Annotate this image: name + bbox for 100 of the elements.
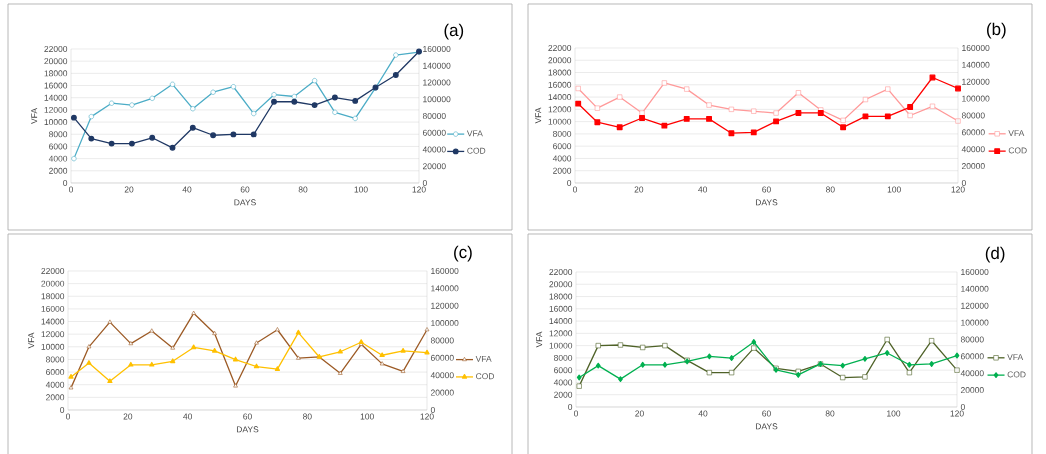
y-tick-label: 14000: [41, 318, 65, 325]
y2-tick-label: 0: [961, 179, 966, 186]
y2-tick-label: 100000: [961, 319, 989, 326]
y-tick-label: 16000: [41, 305, 65, 312]
y2-tick-label: 40000: [430, 372, 454, 379]
y-tick-label: 12000: [44, 106, 68, 113]
y2-tick-label: 100000: [962, 95, 990, 102]
text: (c): [454, 245, 472, 262]
y-axis-title: VFA: [28, 332, 35, 349]
y-tick-label: 4000: [48, 155, 68, 162]
y-tick-label: 16000: [44, 82, 68, 89]
y2-tick-label: 160000: [423, 45, 451, 52]
y2-tick-label: 140000: [423, 62, 451, 69]
y2-tick-label: 40000: [422, 146, 446, 153]
y-tick-label: 20000: [549, 281, 573, 288]
y-tick-label: 2000: [49, 167, 68, 174]
y2-tick-label: 140000: [431, 285, 459, 292]
y2-tick-label: 60000: [960, 353, 984, 360]
text: (a): [444, 23, 464, 40]
y2-tick-label: 40000: [961, 146, 985, 153]
y-tick-label: 0: [63, 179, 68, 186]
y-tick-label: 6000: [49, 143, 68, 150]
y2-tick-label: 20000: [960, 387, 984, 394]
x-tick-label: 60: [762, 410, 771, 417]
legend-label: VFA: [1008, 130, 1025, 136]
y-tick-label: 22000: [44, 45, 68, 52]
y-tick-label: 20000: [548, 57, 572, 64]
y-axis-title: VFA: [535, 107, 542, 124]
x-tick-label: 60: [243, 413, 252, 420]
y-tick-label: 20000: [44, 58, 68, 65]
x-axis-title: DAYS: [755, 423, 778, 430]
text: (b): [987, 22, 1006, 39]
y-tick-label: 6000: [46, 369, 65, 376]
y-tick-label: 4000: [553, 379, 573, 386]
x-tick-label: 120: [950, 410, 964, 417]
y-tick-label: 12000: [41, 331, 65, 338]
legend-label: COD: [467, 147, 486, 154]
y-tick-label: 18000: [549, 293, 573, 300]
y2-tick-label: 20000: [961, 163, 985, 170]
x-tick-label: 40: [183, 413, 193, 420]
x-tick-label: 20: [123, 413, 133, 420]
x-tick-label: 40: [182, 186, 192, 193]
y2-tick-label: 160000: [962, 44, 990, 51]
y-tick-label: 0: [568, 403, 573, 410]
y-tick-label: 18000: [41, 293, 65, 300]
y-tick-label: 8000: [46, 356, 65, 363]
y2-tick-label: 120000: [962, 78, 990, 85]
x-tick-label: 80: [298, 186, 308, 193]
y-tick-label: 2000: [46, 394, 65, 401]
x-tick-label: 100: [887, 186, 901, 193]
y2-tick-label: 60000: [422, 129, 446, 136]
y2-tick-label: 100000: [423, 96, 451, 103]
y-tick-label: 10000: [44, 119, 68, 126]
y-axis-title: VFA: [536, 331, 543, 348]
x-tick-label: 20: [635, 410, 644, 417]
x-tick-label: 100: [354, 186, 368, 193]
y-tick-label: 4000: [45, 381, 65, 388]
y-tick-label: 6000: [553, 143, 572, 150]
y-tick-label: 10000: [41, 343, 65, 350]
y-tick-label: 14000: [548, 94, 572, 101]
x-tick-label: 0: [573, 410, 579, 417]
y2-tick-label: 60000: [430, 354, 454, 361]
y-tick-label: 0: [567, 179, 572, 186]
x-axis-title: DAYS: [236, 426, 259, 433]
y2-tick-label: 120000: [423, 79, 451, 86]
x-tick-label: 120: [420, 413, 434, 420]
y-tick-label: 2000: [554, 391, 573, 398]
x-tick-label: 0: [68, 186, 74, 193]
y-tick-label: 12000: [549, 330, 573, 337]
y-tick-label: 2000: [553, 167, 572, 174]
x-tick-label: 80: [825, 410, 835, 417]
legend-label: VFA: [475, 355, 492, 362]
y2-tick-label: 160000: [431, 268, 459, 274]
x-tick-label: 20: [634, 186, 644, 193]
y-tick-label: 14000: [549, 318, 573, 325]
y2-tick-label: 60000: [961, 129, 985, 136]
y2-tick-label: 100000: [431, 320, 459, 327]
legend-label: COD: [1008, 147, 1027, 154]
y-tick-label: 18000: [44, 70, 68, 77]
y2-tick-label: 0: [960, 403, 965, 410]
y2-tick-label: 160000: [961, 268, 989, 275]
y-tick-label: 16000: [549, 305, 573, 312]
text: (d): [985, 246, 1005, 263]
y-tick-label: 14000: [44, 94, 68, 101]
x-tick-label: 100: [887, 410, 901, 417]
y2-tick-label: 20000: [430, 389, 454, 396]
x-tick-label: 120: [412, 186, 426, 193]
legend-label: COD: [1007, 371, 1026, 378]
y2-tick-label: 80000: [960, 336, 984, 343]
x-tick-label: 20: [124, 186, 134, 193]
y2-tick-label: 40000: [960, 370, 984, 377]
x-axis-title: DAYS: [755, 199, 778, 206]
legend-label: VFA: [1007, 354, 1024, 360]
y-tick-label: 10000: [548, 118, 572, 125]
x-axis-title: DAYS: [234, 199, 256, 206]
y-axis-title: VFA: [31, 108, 38, 124]
y-tick-label: 8000: [553, 130, 572, 137]
x-tick-label: 60: [240, 186, 250, 193]
y-tick-label: 4000: [552, 155, 572, 162]
y-tick-label: 22000: [41, 267, 65, 274]
